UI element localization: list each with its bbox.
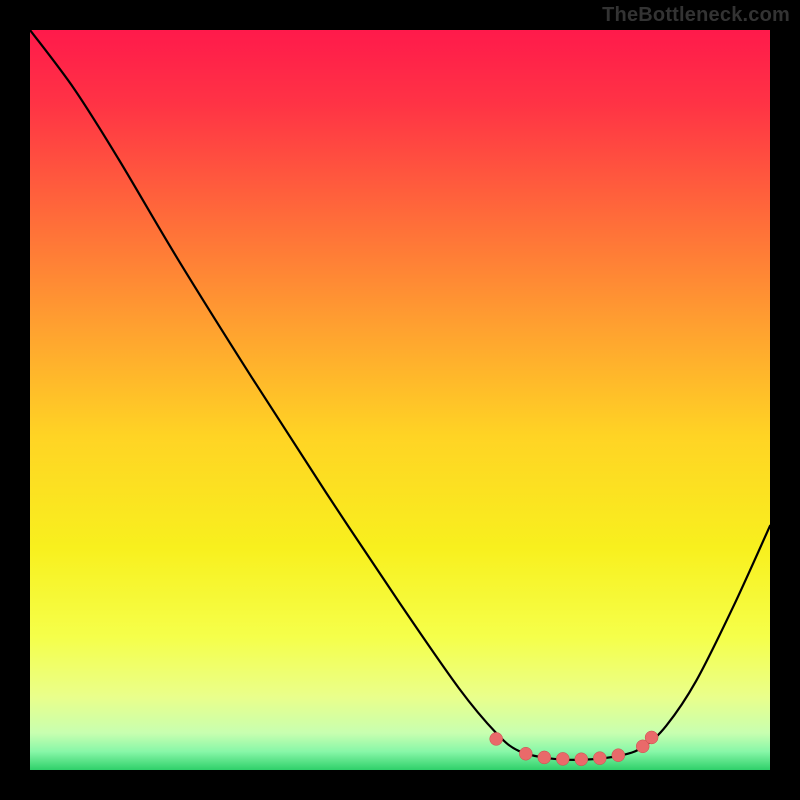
trough-marker <box>556 752 569 765</box>
chart-frame: TheBottleneck.com <box>0 0 800 800</box>
trough-marker <box>593 752 606 765</box>
trough-marker <box>519 747 532 760</box>
trough-marker <box>575 753 588 766</box>
gradient-background <box>30 30 770 770</box>
watermark-text: TheBottleneck.com <box>602 4 790 27</box>
trough-marker <box>490 732 503 745</box>
trough-marker <box>645 731 658 744</box>
plot-svg <box>30 30 770 770</box>
plot-area <box>30 30 770 770</box>
trough-marker <box>612 749 625 762</box>
trough-marker <box>538 751 551 764</box>
